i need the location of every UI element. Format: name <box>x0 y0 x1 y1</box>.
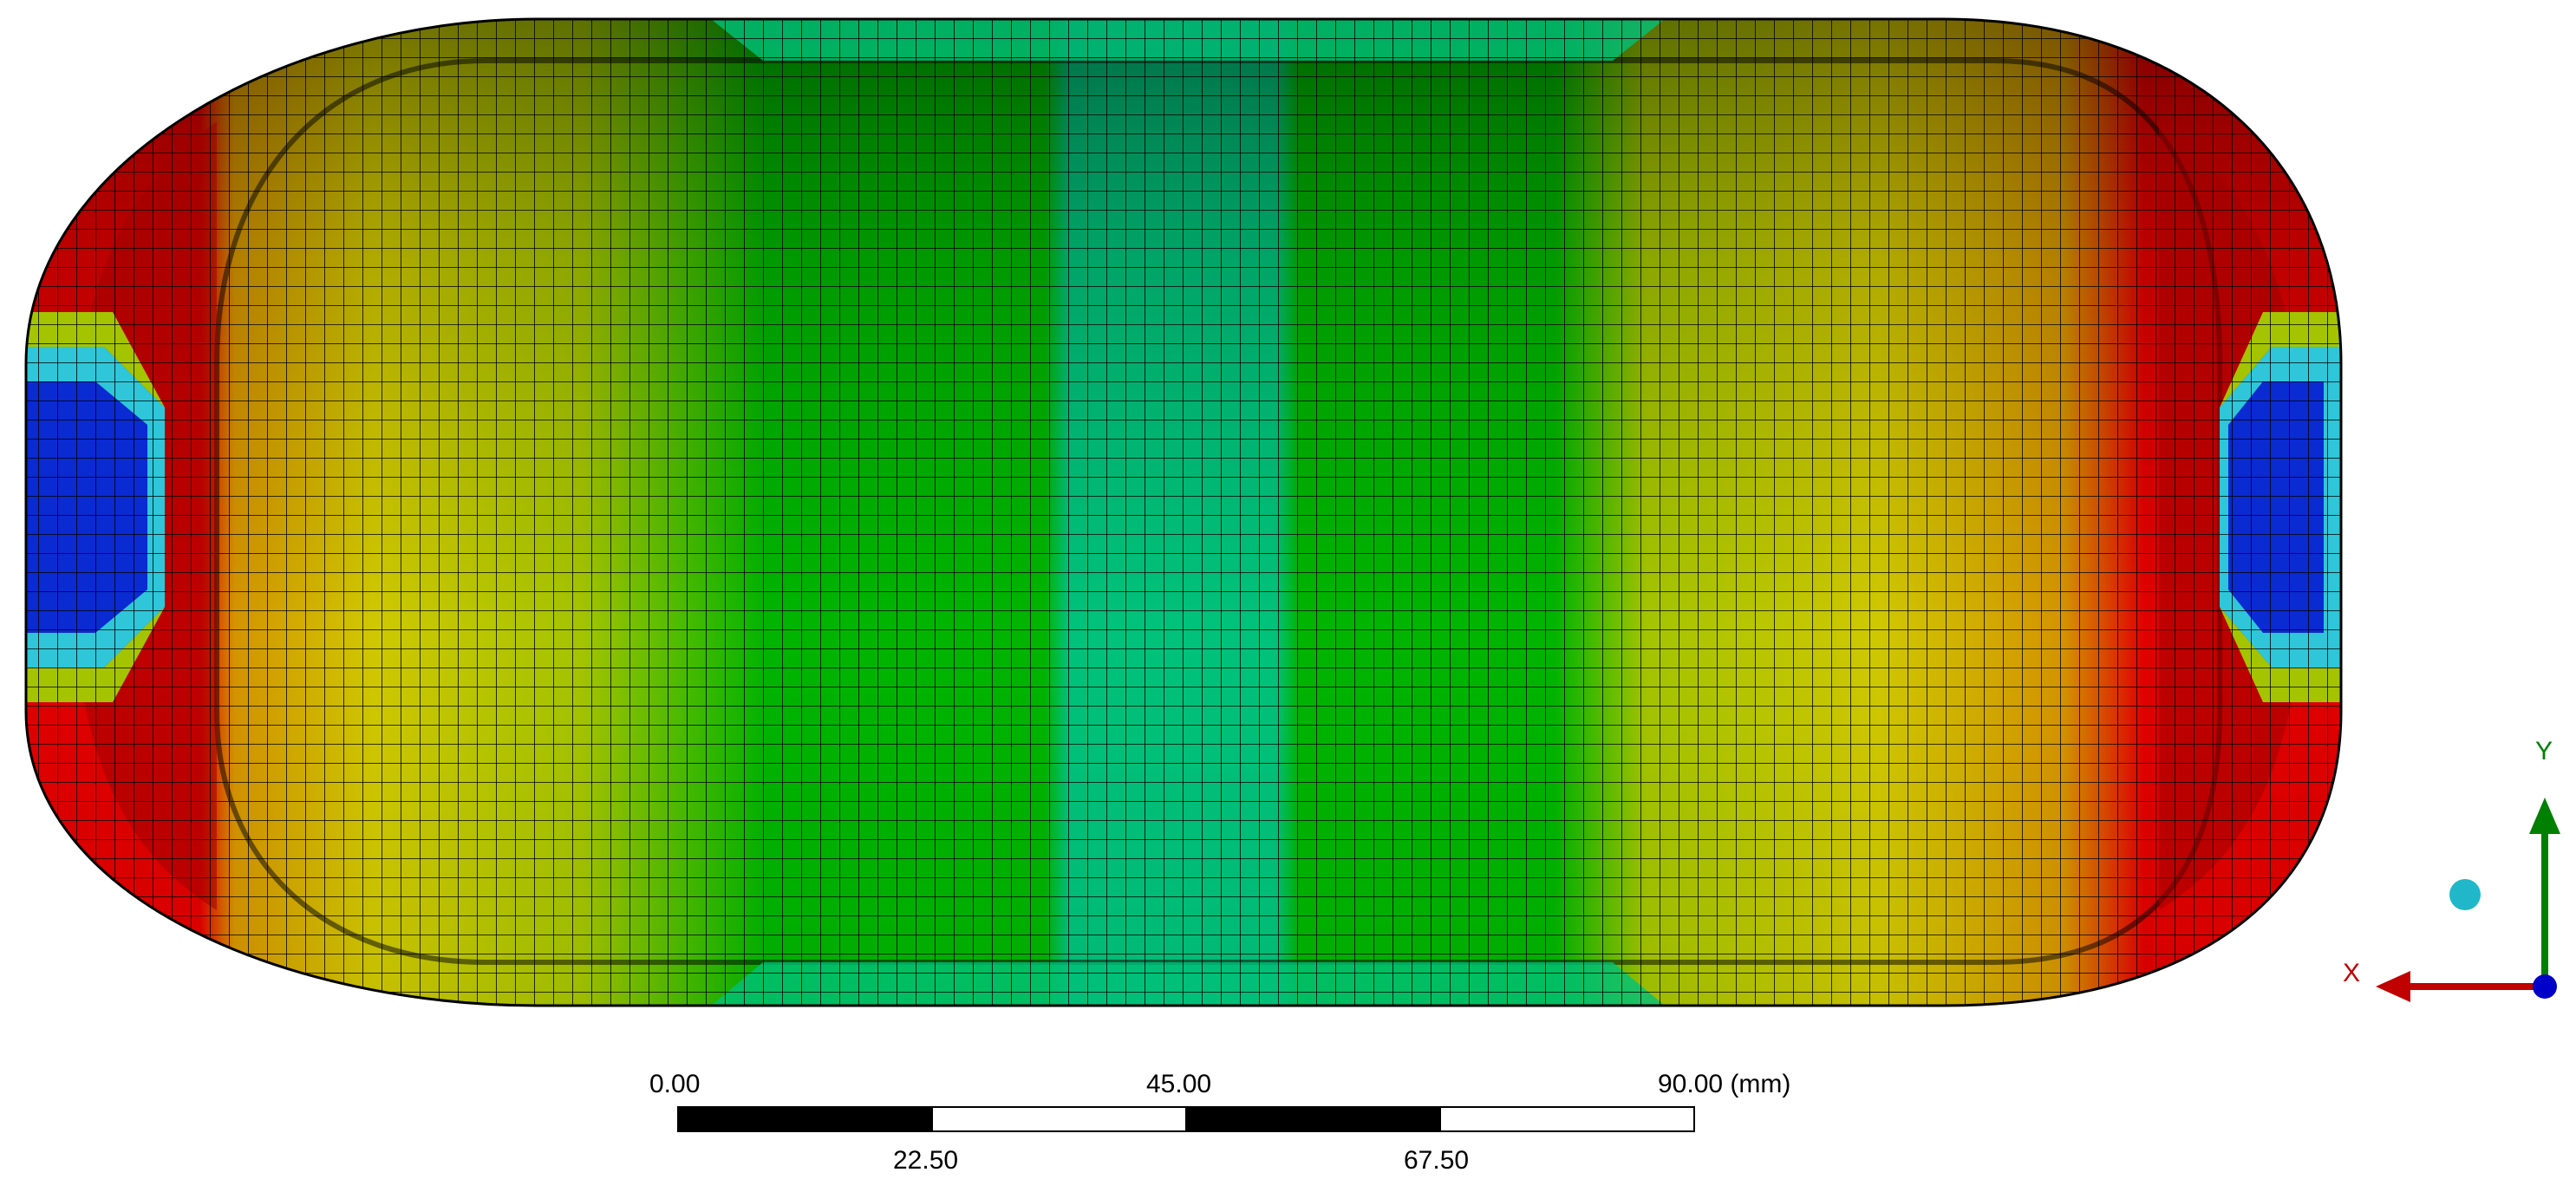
y-axis-arrow <box>2529 798 2560 834</box>
x-axis-arrow <box>2376 971 2410 1002</box>
axis-triad[interactable] <box>2376 798 2560 1002</box>
scale-bar <box>677 1106 1695 1132</box>
scale-segment-1 <box>677 1106 933 1132</box>
z-axis-dot <box>2533 974 2557 999</box>
scale-label-22-5: 22.50 <box>893 1146 959 1175</box>
mesh-overlay <box>26 19 2341 1006</box>
outer-outline <box>24 17 2343 1007</box>
x-axis-label: X <box>2343 959 2361 987</box>
scale-label-90: 90.00 (mm) <box>1658 1070 1791 1098</box>
scale-segment-3 <box>1185 1106 1441 1132</box>
scale-segment-4 <box>1439 1106 1695 1132</box>
scale-label-45: 45.00 <box>1146 1070 1212 1098</box>
scale-segment-2 <box>931 1106 1187 1132</box>
iso-view-ball[interactable] <box>2449 879 2481 910</box>
y-axis-label: Y <box>2535 737 2553 765</box>
scale-label-0: 0.00 <box>649 1070 701 1098</box>
scale-label-67-5: 67.50 <box>1404 1146 1470 1175</box>
model-body[interactable] <box>0 0 2576 1040</box>
